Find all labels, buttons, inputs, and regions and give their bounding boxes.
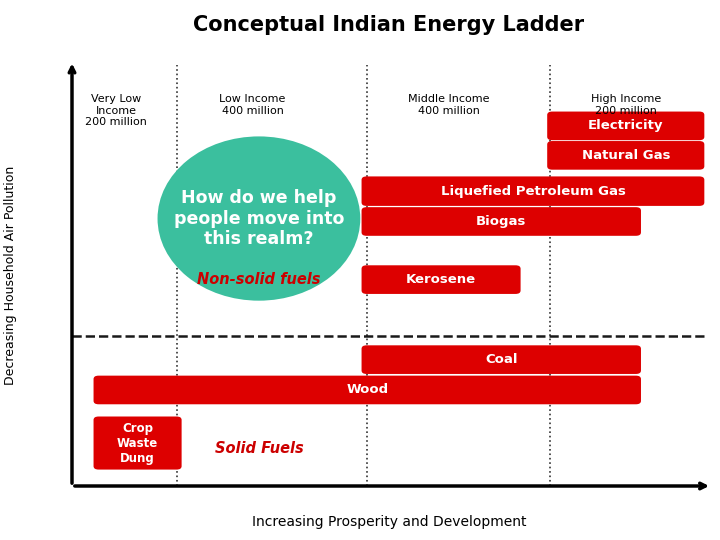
FancyBboxPatch shape: [361, 345, 641, 374]
FancyBboxPatch shape: [361, 265, 521, 294]
Text: How do we help
people move into
this realm?: How do we help people move into this rea…: [174, 189, 344, 248]
Ellipse shape: [158, 137, 360, 301]
Text: Solid Fuels: Solid Fuels: [215, 441, 303, 456]
Text: Increasing Prosperity and Development: Increasing Prosperity and Development: [251, 515, 526, 529]
Text: Middle Income
400 million: Middle Income 400 million: [408, 94, 490, 116]
Text: Decreasing Household Air Pollution: Decreasing Household Air Pollution: [4, 166, 17, 385]
FancyBboxPatch shape: [547, 112, 704, 140]
FancyBboxPatch shape: [547, 141, 704, 170]
Text: Liquefied Petroleum Gas: Liquefied Petroleum Gas: [441, 185, 626, 198]
Text: Kerosene: Kerosene: [406, 273, 476, 286]
FancyBboxPatch shape: [94, 416, 181, 470]
Text: Conceptual Indian Energy Ladder: Conceptual Indian Energy Ladder: [193, 15, 585, 35]
FancyBboxPatch shape: [361, 207, 641, 236]
FancyBboxPatch shape: [94, 376, 641, 404]
Text: Biogas: Biogas: [476, 215, 526, 228]
FancyBboxPatch shape: [361, 177, 704, 206]
Text: Coal: Coal: [485, 353, 518, 366]
Text: Very Low
Income
200 million: Very Low Income 200 million: [86, 94, 148, 127]
Text: Non-solid fuels: Non-solid fuels: [197, 272, 320, 287]
Text: High Income
200 million: High Income 200 million: [591, 94, 662, 116]
Text: Crop
Waste
Dung: Crop Waste Dung: [117, 422, 158, 464]
Text: Natural Gas: Natural Gas: [582, 149, 670, 162]
Text: Low Income
400 million: Low Income 400 million: [220, 94, 286, 116]
Text: Electricity: Electricity: [588, 119, 664, 132]
Text: Wood: Wood: [346, 383, 388, 396]
